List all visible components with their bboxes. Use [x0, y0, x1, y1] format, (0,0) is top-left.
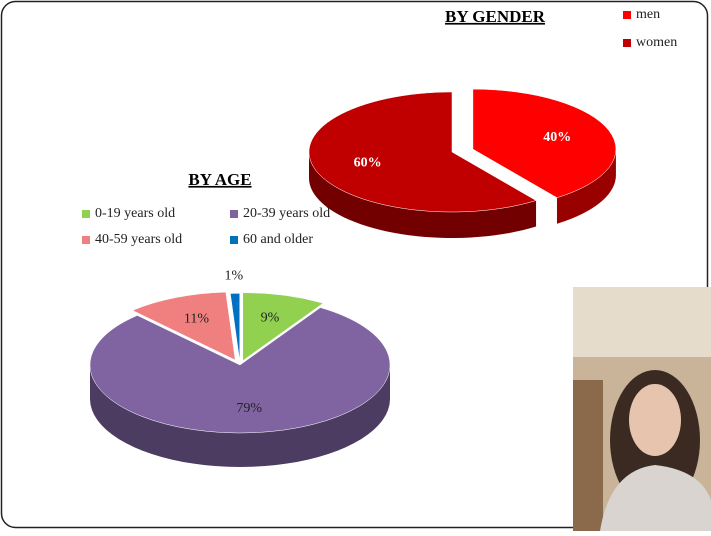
legend-label: 0-19 years old: [95, 206, 175, 221]
legend-swatch: [82, 210, 90, 218]
legend-label: 60 and older: [243, 232, 313, 247]
slice-side: [556, 149, 616, 224]
data-label: 9%: [261, 310, 280, 325]
legend-swatch: [623, 11, 631, 19]
legend-swatch: [230, 210, 238, 218]
webcam-door: [573, 380, 603, 531]
legend-label: men: [636, 7, 660, 22]
slice: [242, 292, 324, 362]
pie: 40% 60%: [308, 88, 617, 238]
slice-side: [309, 152, 537, 238]
data-label: 79%: [236, 401, 262, 416]
legend-label: 40-59 years old: [95, 232, 182, 247]
legend-swatch: [82, 236, 90, 244]
slice: [131, 291, 236, 361]
slice: [89, 307, 391, 434]
data-label: 60%: [354, 156, 382, 171]
legend-swatch: [230, 236, 238, 244]
pie: 9% 79% 11% 1%: [89, 269, 391, 467]
legend-swatch: [623, 39, 631, 47]
legend-label: 20-39 years old: [243, 206, 330, 221]
webcam: [573, 287, 711, 531]
slice-side: [90, 365, 390, 467]
webcam-body: [600, 465, 711, 531]
slice: [472, 88, 617, 198]
data-label: 11%: [184, 312, 209, 327]
slice: [308, 91, 537, 213]
webcam-ceiling: [573, 287, 711, 357]
legend-label: women: [636, 35, 677, 50]
data-label: 1%: [225, 269, 244, 284]
chart-title: BY GENDER: [445, 7, 546, 26]
webcam-face: [629, 384, 681, 456]
data-label: 40%: [543, 130, 571, 145]
chart-title: BY AGE: [188, 170, 251, 189]
slice: [230, 293, 240, 362]
